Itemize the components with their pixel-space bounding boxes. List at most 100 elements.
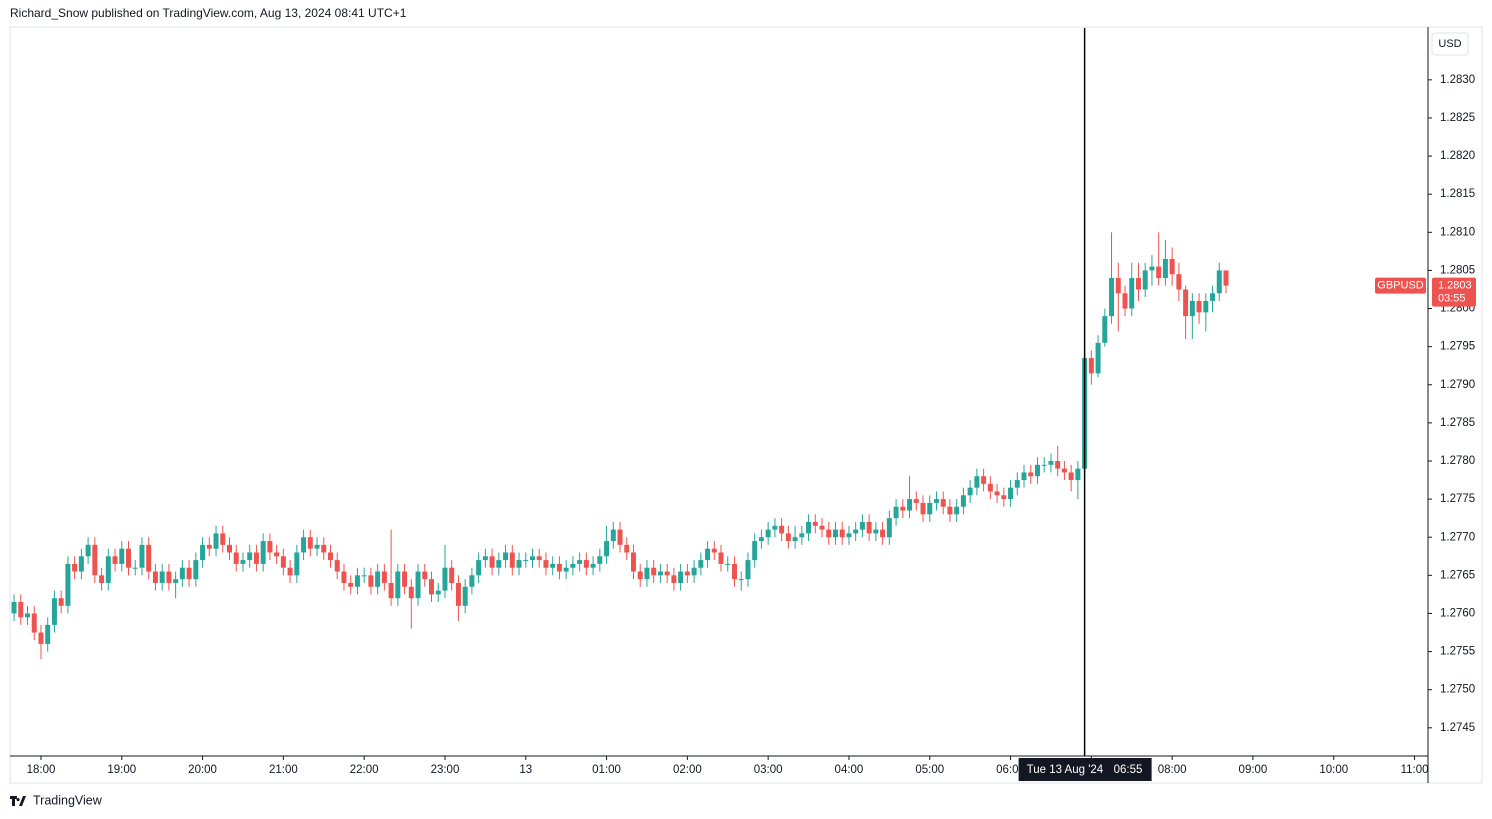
y-tick-label: 1.2810 (1440, 226, 1475, 238)
candle-body (280, 556, 286, 568)
candle-body (321, 544, 327, 553)
y-tick-label: 1.2780 (1440, 455, 1475, 467)
candle-body (1169, 258, 1175, 275)
candle-body (752, 541, 758, 561)
candle-body (779, 525, 785, 534)
candle-body (1203, 300, 1209, 313)
candle-body (240, 560, 246, 564)
candle-body (132, 567, 138, 569)
footer-logo: TradingView (10, 793, 103, 807)
candle-body (1001, 495, 1007, 500)
candle-body (731, 563, 737, 580)
candle-body (341, 571, 347, 583)
candle-body (1149, 266, 1155, 271)
candle-body (671, 575, 677, 583)
candle-body (1088, 358, 1094, 374)
x-tick-label: 05:00 (915, 764, 944, 776)
candle-body (610, 529, 616, 542)
candle-body (705, 548, 711, 561)
candle-body (812, 521, 818, 526)
y-tick-label: 1.2770 (1440, 531, 1475, 543)
candle-body (940, 499, 946, 507)
x-tick-label: 08:00 (1158, 764, 1187, 776)
candle-body (1176, 274, 1182, 290)
candle-body (826, 529, 832, 538)
y-tick-label: 1.2750 (1440, 684, 1475, 696)
y-tick-label: 1.2795 (1440, 341, 1475, 353)
y-tick-label: 1.2825 (1440, 112, 1475, 124)
candle-body (1068, 472, 1074, 481)
candle-body (428, 579, 434, 595)
countdown-label: 03:55 (1438, 293, 1466, 305)
y-tick-label: 1.2785 (1440, 417, 1475, 429)
x-tick-label: 10:00 (1319, 764, 1348, 776)
candle-body (18, 602, 24, 618)
y-tick-label: 1.2745 (1440, 722, 1475, 734)
x-tick-label: 21:00 (269, 764, 298, 776)
candle-body (664, 571, 670, 576)
candle-body (294, 552, 300, 576)
crosshair-date: Tue 13 Aug '24 (1027, 764, 1104, 776)
currency-label[interactable]: USD (1438, 38, 1461, 50)
candle-body (967, 487, 973, 496)
candle-body (354, 575, 360, 587)
candle-body (832, 529, 838, 538)
candle-body (442, 567, 448, 591)
candle-body (637, 571, 643, 580)
candle-body (31, 613, 37, 633)
candle-body (785, 533, 791, 542)
x-tick-label: 02:00 (673, 764, 702, 776)
candle-body (476, 560, 482, 576)
candle-body (1223, 270, 1229, 286)
candle-body (933, 499, 939, 503)
candle-body (449, 567, 455, 583)
candle-body (119, 548, 125, 564)
candle-body (435, 590, 441, 595)
candle-body (960, 495, 966, 507)
candle-body (139, 544, 145, 568)
candle-body (220, 533, 226, 545)
candle-body (1189, 300, 1195, 317)
candle-body (415, 571, 421, 599)
candle-body (227, 544, 233, 553)
candle-body (630, 552, 636, 572)
candle-body (1021, 472, 1027, 481)
y-tick-label: 1.2805 (1440, 264, 1475, 276)
x-tick-label: 20:00 (188, 764, 217, 776)
candle-body (738, 579, 744, 581)
currency-box[interactable] (1431, 32, 1469, 56)
x-tick-label: 19:00 (107, 764, 136, 776)
candle-body (327, 552, 333, 561)
frame (9, 26, 1483, 784)
candle-body (927, 502, 933, 515)
symbol-label: GBPUSD (1377, 280, 1424, 292)
candle-body (866, 521, 872, 534)
candle-body (193, 560, 199, 580)
candle-body (287, 567, 293, 576)
candle-body (954, 506, 960, 515)
candle-body (758, 537, 764, 542)
candle-body (247, 552, 253, 561)
x-tick-label: 09:00 (1239, 764, 1268, 776)
candle-body (152, 571, 158, 583)
candle-body (523, 560, 529, 562)
candle-body (886, 518, 892, 538)
candle-body (92, 544, 98, 576)
candle-body (1196, 300, 1202, 313)
x-tick-label: 23:00 (431, 764, 460, 776)
candle-body (72, 563, 78, 572)
candle-body (489, 556, 495, 568)
candle-body (684, 571, 690, 576)
candle-body (159, 571, 165, 583)
candle-body (725, 563, 731, 565)
candle-body (1216, 270, 1222, 294)
candle-body (402, 571, 408, 587)
candle-body (853, 529, 859, 534)
candle-body (51, 598, 57, 625)
candle-body (1122, 293, 1128, 309)
candle-body (893, 506, 899, 519)
candle-body (368, 575, 374, 587)
candle-body (550, 563, 556, 568)
x-tick-label: 18:00 (27, 764, 56, 776)
